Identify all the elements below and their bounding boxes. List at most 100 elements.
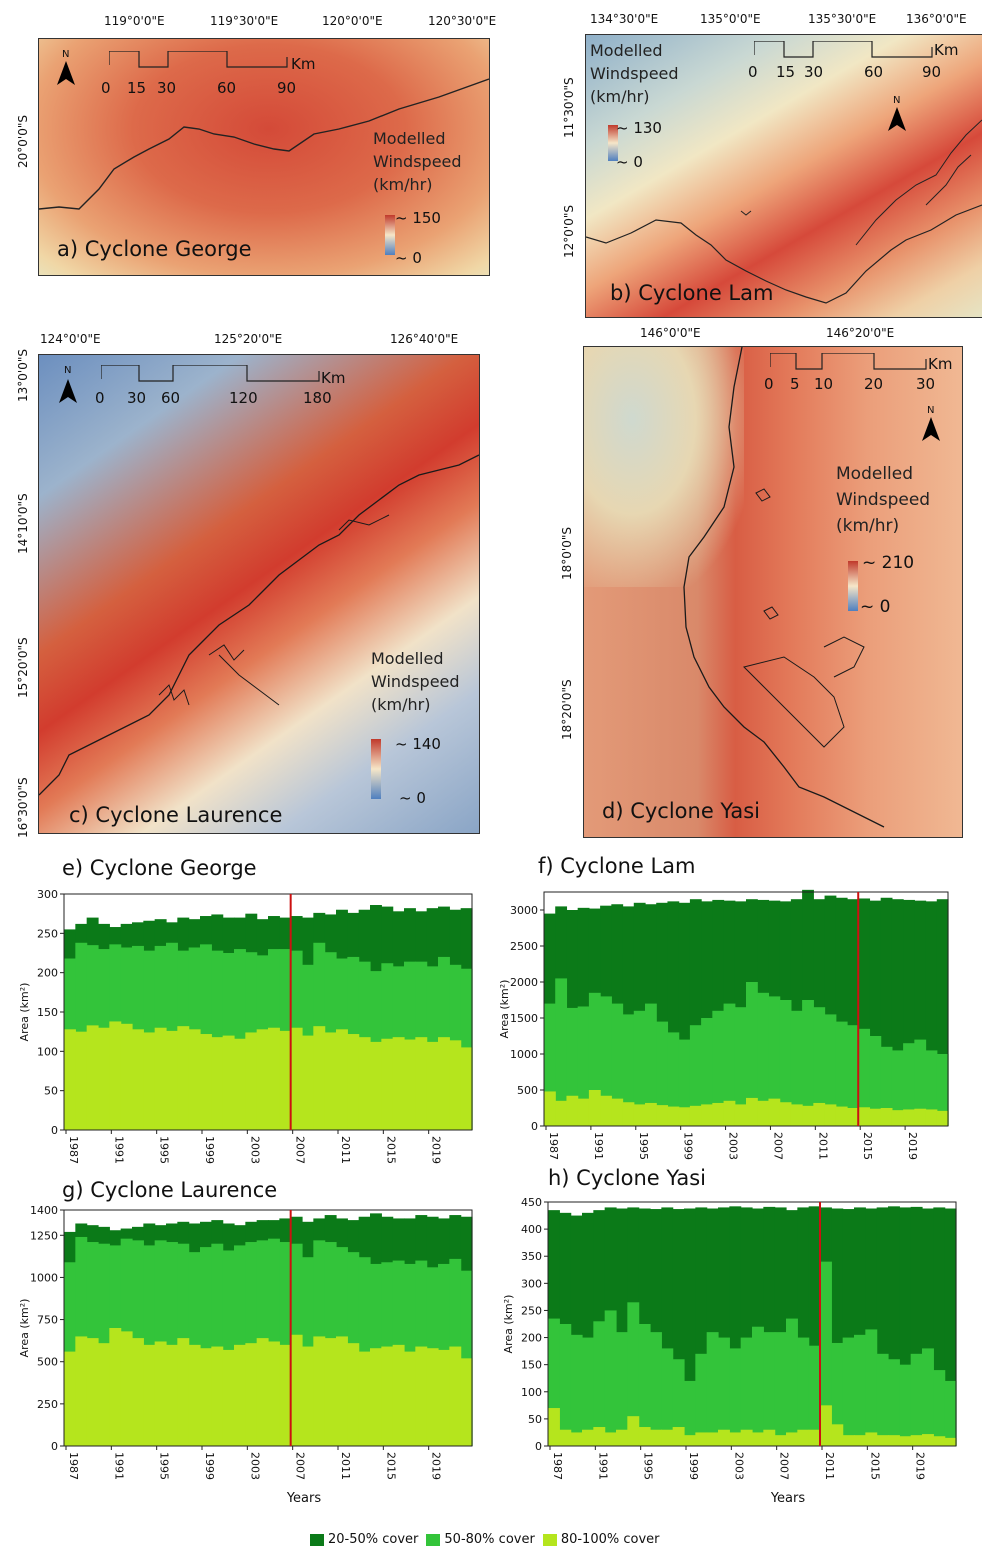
bar-50-80-cover <box>588 992 601 1126</box>
bar-80-100-cover <box>695 1432 708 1446</box>
bar-80-100-cover <box>802 1105 814 1126</box>
bar-50-80-cover <box>678 1039 691 1126</box>
legend-title: Modelled Windspeed (km/hr) <box>836 464 931 536</box>
y-tick-label: 0 <box>51 1124 58 1137</box>
lat-tick: 13°0'0"S <box>16 349 30 402</box>
y-tick-label: 1000 <box>510 1048 538 1061</box>
bar-50-80-cover <box>869 1036 882 1126</box>
bar-50-80-cover <box>888 1359 900 1446</box>
bar-50-80-cover <box>922 1348 934 1446</box>
bar-80-100-cover <box>404 1351 416 1446</box>
bar-80-100-cover <box>880 1108 893 1126</box>
bar-80-100-cover <box>200 1034 212 1130</box>
bar-80-100-cover <box>570 1432 583 1446</box>
bar-80-100-cover <box>98 1343 110 1446</box>
bar-50-80-cover <box>718 1337 730 1446</box>
lon-tick: 125°20'0"E <box>214 332 283 346</box>
bar-50-80-cover <box>650 1332 662 1446</box>
chart-h: 0 50 100 150 200 250 300 350 400 450 1987 1991 1995 1… <box>502 1198 957 1506</box>
bar-80-100-cover <box>290 1027 303 1130</box>
color-ramp <box>371 739 381 799</box>
x-tick-label: 1991 <box>112 1452 125 1480</box>
bar-80-100-cover <box>234 1344 246 1446</box>
lat-tick: 11°30'0"S <box>562 77 576 138</box>
bar-80-100-cover <box>222 1035 235 1130</box>
bar-80-100-cover <box>633 1104 646 1126</box>
x-tick-label: 2015 <box>384 1452 397 1480</box>
bar-20-50-cover <box>880 897 893 1126</box>
bar-50-80-cover <box>577 1006 590 1126</box>
y-tick-label: 0 <box>535 1440 542 1453</box>
chart-g: 0 250 500 750 1000 1250 1400 1987 1991 1995 1999 20… <box>18 1204 473 1506</box>
bar-80-100-cover <box>460 1358 473 1446</box>
lat-tick: 18°20'0"S <box>560 679 574 740</box>
bar-50-80-cover <box>211 1243 224 1446</box>
lon-tick: 119°30'0"E <box>210 14 279 28</box>
bar-80-100-cover <box>426 1041 439 1130</box>
map-label: d) Cyclone Yasi <box>602 799 761 823</box>
x-tick-label: 2019 <box>430 1136 443 1164</box>
bar-80-100-cover <box>876 1435 889 1446</box>
bar-80-100-cover <box>358 1037 371 1130</box>
y-tick-label: 300 <box>37 888 58 901</box>
bar-80-100-cover <box>774 1435 787 1446</box>
x-tick-label: 1995 <box>158 1136 171 1164</box>
ramp-max: ~ 150 <box>395 209 441 227</box>
bar-80-100-cover <box>415 1037 428 1130</box>
bar-80-100-cover <box>684 1435 696 1446</box>
bar-50-80-cover <box>667 1032 680 1126</box>
bar-80-100-cover <box>268 1341 280 1446</box>
scale-label: 0 <box>764 375 774 393</box>
y-tick-label: 1400 <box>30 1204 58 1217</box>
bar-80-100-cover <box>256 1338 269 1446</box>
x-tick-label: 2007 <box>294 1452 307 1480</box>
bar-50-80-cover <box>790 1010 803 1126</box>
bar-80-100-cover <box>622 1102 635 1126</box>
bar-80-100-cover <box>324 1338 337 1446</box>
bar-80-100-cover <box>177 1026 190 1130</box>
color-ramp <box>848 561 858 611</box>
scale-label: 30 <box>157 79 177 97</box>
chart-title: h) Cyclone Yasi <box>548 1166 706 1190</box>
bar-50-80-cover <box>820 1261 832 1446</box>
chart-title: f) Cyclone Lam <box>538 854 696 878</box>
lon-tick: 136°0'0"E <box>906 12 967 26</box>
ramp-max: ~ 140 <box>395 735 441 753</box>
scale-label: 90 <box>922 63 942 81</box>
x-tick-label: 1995 <box>158 1452 171 1480</box>
bar-80-100-cover <box>166 1030 178 1130</box>
y-tick-label: 750 <box>37 1314 58 1327</box>
y-tick-label: 300 <box>521 1277 542 1290</box>
y-tick-label: 100 <box>37 1045 58 1058</box>
bar-20-50-cover <box>824 895 837 1126</box>
bar-80-100-cover <box>415 1346 428 1446</box>
scale-label: 10 <box>814 375 834 393</box>
bar-80-100-cover <box>154 1027 167 1130</box>
bar-80-100-cover <box>922 1434 934 1446</box>
scale-label: 20 <box>864 375 884 393</box>
x-tick-label: 2015 <box>861 1132 874 1160</box>
bar-50-80-cover <box>910 1353 923 1446</box>
bar-20-50-cover <box>689 899 702 1126</box>
bar-80-100-cover <box>763 1429 776 1446</box>
y-axis-label: Area (km²) <box>18 983 31 1042</box>
y-tick-label: 0 <box>51 1440 58 1453</box>
bar-80-100-cover <box>899 1436 912 1446</box>
bar-80-100-cover <box>616 1429 628 1446</box>
bar-20-50-cover <box>835 897 848 1126</box>
scalebar-a <box>109 51 288 68</box>
bar-50-80-cover <box>723 1003 736 1126</box>
legend-item: 20-50% cover <box>310 1532 418 1547</box>
y-tick-label: 1250 <box>30 1229 58 1242</box>
lon-tick: 120°30'0"E <box>428 14 497 28</box>
bar-50-80-cover <box>914 1039 927 1126</box>
bar-80-100-cover <box>661 1429 674 1446</box>
bar-80-100-cover <box>381 1038 394 1130</box>
plot-frame <box>543 891 949 1127</box>
x-tick-label: 2011 <box>823 1452 836 1480</box>
scale-unit: Km <box>928 355 953 373</box>
bar-80-100-cover <box>449 1346 462 1446</box>
lat-tick: 12°0'0"S <box>562 205 576 258</box>
bar-50-80-cover <box>570 1334 583 1446</box>
bar-80-100-cover <box>944 1437 957 1446</box>
